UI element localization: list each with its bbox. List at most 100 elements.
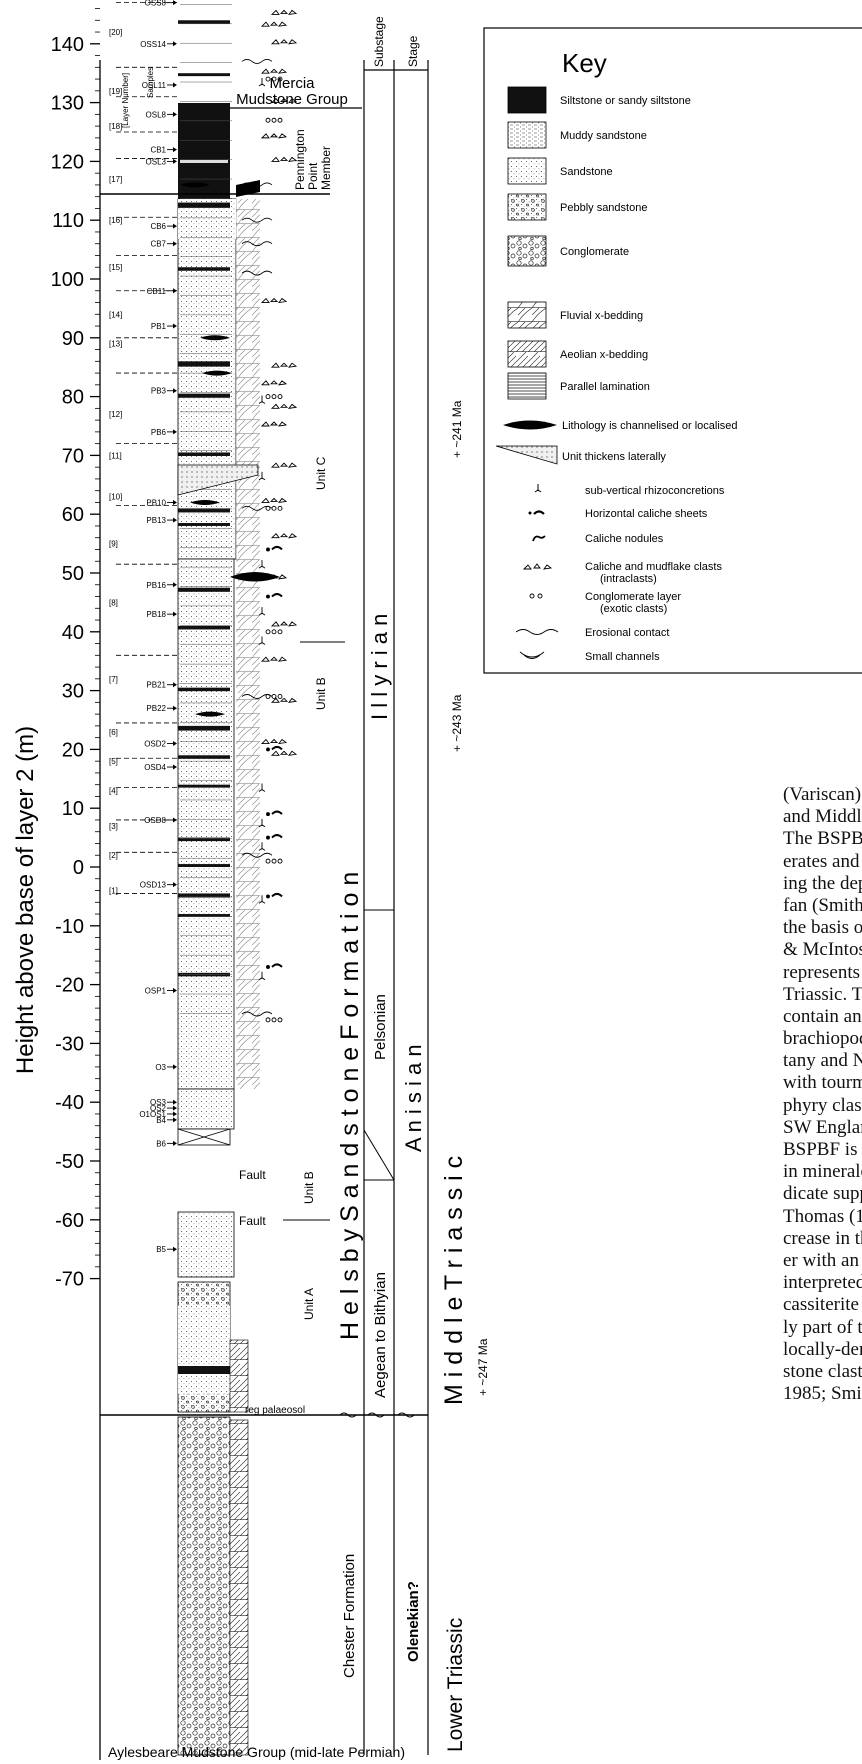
- intraclast-symbol: [260, 497, 288, 504]
- axis-tick-label: 90: [62, 328, 84, 350]
- sample-label: PB6: [151, 428, 167, 437]
- exotic-clast-symbol: [271, 394, 277, 400]
- stage-olenekian: Olenekian?: [405, 1581, 422, 1662]
- key-item-aeolian-x-bedding: Aeolian x-bedding: [507, 340, 648, 368]
- layer-number: [7]: [109, 675, 118, 684]
- body-text-line: contain an exo: [783, 1005, 862, 1027]
- intraclast-symbol: [270, 697, 298, 703]
- layer-number: [1]: [109, 887, 118, 896]
- key-swatch-fluvial-x-bedding: [507, 301, 547, 329]
- layer-number: [2]: [109, 851, 118, 860]
- intraclast-symbol: [260, 738, 288, 745]
- sample-arrow-head: [173, 517, 177, 523]
- sample-label: CB7: [150, 240, 166, 249]
- exotic-clast-symbol: [277, 858, 283, 864]
- key-label: Lithology is channelised or localised: [562, 420, 738, 432]
- body-text-line: er with an incre: [783, 1249, 862, 1271]
- key-swatch-aeolian-x-bedding: [507, 340, 547, 368]
- intraclast-symbol: [270, 9, 298, 15]
- key-label: Horizontal caliche sheets: [585, 508, 708, 520]
- sample-label: PB22: [146, 704, 166, 713]
- key-item-conglomerate-layer: Conglomerate layer(exotic clasts): [529, 591, 681, 615]
- axis-tick-label: 120: [51, 151, 84, 173]
- rhizoconcretion-symbol: [258, 607, 266, 616]
- key-label: Small channels: [585, 651, 660, 663]
- unit-b-lower-label: Unit B: [302, 1171, 316, 1204]
- layer-number: [10]: [109, 493, 122, 502]
- sample-arrow-head: [173, 582, 177, 588]
- intraclast-symbol: [270, 39, 298, 45]
- siltstone-bed: [178, 393, 230, 398]
- siltstone-bed: [178, 202, 230, 208]
- y-axis-label: Height above base of layer 2 (m): [12, 726, 39, 1074]
- caliche-dot: [266, 894, 270, 899]
- intraclast-symbol: [270, 362, 298, 368]
- key-item-siltstone: Siltstone or sandy siltstone: [507, 86, 691, 114]
- pennington-label-line3: Member: [319, 146, 333, 190]
- axis-tick-label: -30: [55, 1033, 84, 1055]
- siltstone-bed: [178, 914, 230, 917]
- formation-label: H e l s b y S a n d s t o n e F o r m a …: [336, 872, 364, 1340]
- key-swatch-dot: [528, 511, 532, 515]
- layer-number: [11]: [109, 451, 122, 460]
- body-text-line: Triassic. The qu: [783, 983, 862, 1005]
- layer-number: [18]: [109, 122, 122, 131]
- unit-b-upper-label: Unit B: [314, 677, 328, 710]
- key-sublabel: (intraclasts): [600, 573, 657, 585]
- body-text-line: cassiterite and b: [783, 1294, 862, 1316]
- axis-tick-label: -50: [55, 1151, 84, 1173]
- sample-arrow-head: [173, 817, 177, 823]
- key-item-channelised: Lithology is channelised or localised: [503, 420, 738, 432]
- caliche-sheet-symbol: [271, 892, 283, 898]
- key-item-erosional-contact: Erosional contact: [515, 627, 669, 639]
- sample-label: OSS8: [145, 0, 167, 8]
- sample-label: O1OS1: [139, 1110, 166, 1119]
- body-text-line: the basis of ma: [783, 917, 862, 939]
- key-item-muddy-sandstone: Muddy sandstone: [507, 121, 647, 149]
- erosional-contact-symbol: [241, 182, 273, 188]
- rhizoconcretion-symbol: [258, 77, 266, 87]
- intraclast-symbol: [270, 621, 298, 627]
- exotic-clast-symbol: [271, 1017, 277, 1023]
- mercia-label-line2: Mudstone Group: [236, 91, 348, 108]
- key-item-small-channels: Small channels: [519, 651, 660, 663]
- layer-number: [19]: [109, 87, 122, 96]
- caliche-dot: [266, 747, 270, 752]
- unit-annotations: Mercia Mudstone Group Pennington Point M…: [100, 75, 428, 1760]
- sample-arrow-head: [173, 388, 177, 394]
- key-sublabel: (exotic clasts): [600, 603, 667, 615]
- body-text-line: represents only: [783, 961, 862, 983]
- key-label: Parallel lamination: [560, 381, 650, 393]
- caliche-sheet-symbol: [271, 545, 283, 551]
- siltstone-bed: [178, 893, 230, 898]
- axis-tick-label: -20: [55, 975, 84, 997]
- caliche-sheet-symbol: [271, 810, 283, 815]
- key-item-parallel-lamination: Parallel lamination: [507, 372, 650, 400]
- key-swatch-channelised: [503, 420, 557, 430]
- caliche-dot: [266, 594, 270, 599]
- erosional-contact-symbol: [241, 270, 273, 276]
- body-text-line: phyry clasts tha: [783, 1094, 862, 1116]
- sample-label: PB18: [146, 610, 166, 619]
- exotic-clast-symbol: [265, 394, 271, 400]
- key-label: Caliche and mudflake clasts: [585, 561, 722, 573]
- sample-label: CB6: [150, 222, 166, 231]
- layer-number: [3]: [109, 822, 118, 831]
- channel-lens: [200, 335, 230, 341]
- layer-number: [9]: [109, 540, 118, 549]
- caliche-dot: [266, 547, 270, 552]
- siltstone-bed: [178, 725, 230, 731]
- axis-tick-label: 10: [62, 798, 84, 820]
- layer-number: [5]: [109, 757, 118, 766]
- sample-arrow-head: [173, 82, 177, 88]
- sample-arrow-head: [173, 987, 177, 993]
- key-label: Conglomerate layer: [585, 591, 681, 603]
- key-swatch-ring: [537, 593, 543, 599]
- sample-arrow-head: [173, 223, 177, 229]
- sample-label: PB21: [146, 681, 166, 690]
- sample-label: OSD2: [144, 740, 166, 749]
- stage-header: Stage: [406, 35, 420, 67]
- body-text-line: crease in the ab: [783, 1227, 862, 1249]
- sample-arrow-head: [173, 147, 177, 153]
- substage-aegean: Aegean to Bithyian: [372, 1272, 389, 1398]
